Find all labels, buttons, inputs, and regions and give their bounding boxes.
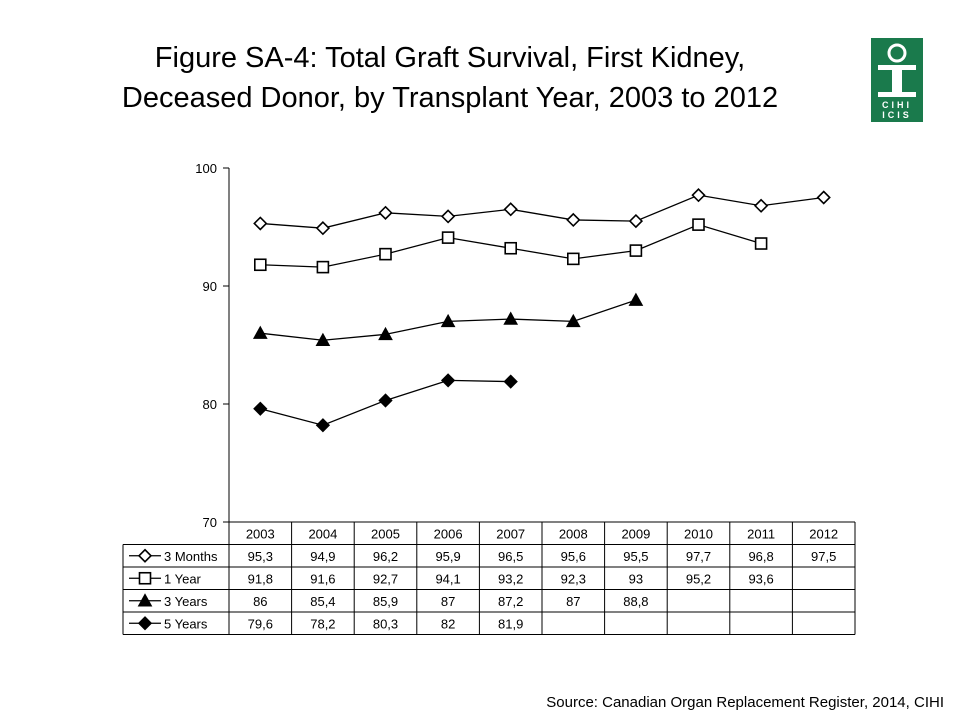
data-label: 87 — [566, 594, 580, 609]
data-label: 95,2 — [686, 571, 711, 586]
data-label: 96,8 — [748, 549, 773, 564]
legend-label: 5 Years — [164, 616, 208, 631]
source-note: Source: Canadian Organ Replacement Regis… — [546, 694, 944, 711]
data-label: 93,2 — [498, 571, 523, 586]
data-label: 93,6 — [748, 571, 773, 586]
y-tick-label: 70 — [203, 515, 217, 530]
x-tick-label: 2011 — [747, 526, 775, 541]
data-point — [254, 258, 267, 272]
data-point — [753, 198, 769, 213]
data-label: 94,1 — [435, 571, 460, 586]
legend-label: 3 Years — [164, 594, 208, 609]
data-label: 88,8 — [623, 594, 648, 609]
data-point — [566, 252, 580, 266]
data-label: 92,3 — [561, 571, 586, 586]
data-label: 97,7 — [686, 549, 711, 564]
data-label: 87 — [441, 594, 455, 609]
legend-label: 1 Year — [164, 571, 202, 586]
data-point — [440, 373, 456, 388]
x-tick-label: 2005 — [371, 526, 400, 541]
data-point — [754, 237, 768, 250]
data-point — [378, 205, 393, 220]
x-tick-label: 2004 — [308, 526, 337, 541]
x-tick-label: 2006 — [434, 526, 463, 541]
data-point — [566, 212, 581, 228]
data-label: 79,6 — [248, 616, 273, 631]
data-label: 95,5 — [623, 549, 648, 564]
data-point — [629, 244, 643, 257]
page-title: Figure SA-4: Total Graft Survival, First… — [0, 38, 900, 118]
data-point — [315, 332, 331, 346]
data-point — [440, 209, 456, 224]
data-point — [252, 325, 268, 339]
data-label: 87,2 — [498, 594, 523, 609]
data-label: 85,4 — [310, 594, 335, 609]
x-tick-label: 2007 — [496, 526, 525, 541]
x-tick-label: 2008 — [559, 526, 588, 541]
logo-circle — [887, 43, 907, 63]
data-point — [692, 218, 705, 231]
data-point — [253, 401, 268, 416]
data-label: 96,5 — [498, 549, 523, 564]
data-point — [503, 202, 518, 217]
data-label: 94,9 — [310, 549, 335, 564]
data-label: 91,8 — [248, 571, 273, 586]
data-label: 93 — [629, 571, 643, 586]
data-point — [565, 313, 581, 328]
logo-text-top: CIHI — [882, 100, 912, 110]
data-point — [315, 221, 331, 236]
series-line — [260, 194, 824, 229]
data-label: 82 — [441, 616, 455, 631]
data-point — [440, 313, 456, 328]
data-point — [315, 418, 331, 433]
data-point — [628, 292, 644, 306]
legend-label: 3 Months — [164, 549, 218, 564]
data-label: 92,7 — [373, 571, 398, 586]
logo-bar-bottom — [878, 92, 916, 97]
data-label: 78,2 — [310, 616, 335, 631]
data-point — [316, 260, 330, 274]
data-point — [378, 393, 393, 408]
data-label: 91,6 — [310, 571, 335, 586]
logo-stem — [892, 70, 902, 92]
cihi-logo-icon: CIHI ICIS — [871, 38, 923, 122]
data-point — [137, 616, 153, 631]
title-line-2: Deceased Donor, by Transplant Year, 2003… — [121, 82, 779, 114]
data-point — [378, 326, 393, 341]
data-point — [138, 571, 152, 585]
data-label: 95,6 — [561, 549, 586, 564]
data-label: 80,3 — [373, 616, 398, 631]
data-point — [503, 374, 518, 389]
data-point — [379, 247, 392, 261]
logo-text-bottom: ICIS — [882, 110, 912, 120]
data-point — [503, 311, 519, 325]
data-point — [441, 231, 455, 244]
data-label: 85,9 — [373, 594, 398, 609]
data-point — [137, 593, 153, 607]
data-label: 97,5 — [811, 549, 836, 564]
y-tick-label: 80 — [203, 397, 217, 412]
x-tick-label: 2003 — [246, 526, 275, 541]
x-tick-label: 2012 — [809, 526, 838, 541]
data-label: 81,9 — [498, 616, 523, 631]
data-label: 86 — [253, 594, 267, 609]
data-point — [253, 216, 268, 231]
data-point — [504, 241, 518, 255]
data-point — [816, 190, 831, 205]
logo-bar-top — [878, 65, 916, 70]
y-tick-label: 100 — [195, 161, 217, 176]
title-line-1: Figure SA-4: Total Graft Survival, First… — [154, 42, 746, 74]
data-label: 95,3 — [248, 549, 273, 564]
y-tick-label: 90 — [203, 279, 217, 294]
data-label: 96,2 — [373, 549, 398, 564]
data-point — [137, 548, 153, 563]
data-point — [628, 213, 644, 229]
x-tick-label: 2010 — [684, 526, 713, 541]
x-tick-label: 2009 — [621, 526, 650, 541]
data-label: 95,9 — [435, 549, 460, 564]
data-point — [691, 188, 706, 203]
